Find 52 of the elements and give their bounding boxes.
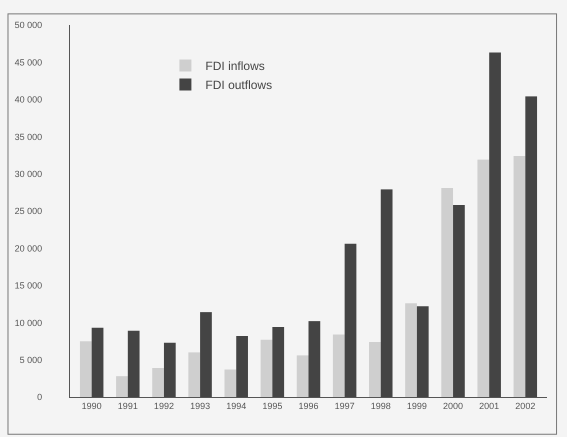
y-tick-label: 0 bbox=[37, 392, 42, 402]
bar bbox=[164, 342, 176, 397]
bar bbox=[416, 306, 429, 397]
x-tick-label: 1995 bbox=[262, 400, 282, 411]
legend-label: FDI inflows bbox=[205, 59, 265, 74]
x-tick-label: 2002 bbox=[515, 400, 536, 411]
y-tick-label: 5 000 bbox=[20, 354, 42, 365]
legend-label: FDI outflows bbox=[205, 78, 272, 92]
x-tick-label: 1993 bbox=[190, 400, 210, 411]
x-tick-label: 1997 bbox=[334, 400, 355, 411]
x-tick-label: 2001 bbox=[479, 400, 500, 411]
y-tick-label: 10 000 bbox=[14, 318, 42, 328]
bar bbox=[260, 340, 272, 397]
bar bbox=[489, 52, 501, 397]
x-tick-label: 1999 bbox=[406, 400, 427, 411]
bar bbox=[453, 205, 465, 397]
bar bbox=[200, 312, 212, 397]
bar bbox=[380, 189, 393, 397]
bar bbox=[308, 321, 320, 397]
x-tick-label: 1996 bbox=[298, 400, 319, 411]
bar bbox=[332, 334, 345, 397]
bar bbox=[236, 336, 248, 397]
y-tick-label: 30 000 bbox=[14, 168, 42, 179]
x-tick-label: 1991 bbox=[118, 400, 138, 411]
bar bbox=[272, 327, 284, 397]
bar bbox=[224, 369, 236, 397]
x-tick-label: 1990 bbox=[82, 400, 102, 411]
x-tick-label: 2000 bbox=[443, 400, 464, 411]
x-tick-label: 1998 bbox=[370, 400, 391, 411]
bar bbox=[405, 303, 417, 397]
bar bbox=[116, 376, 128, 397]
y-tick-label: 15 000 bbox=[14, 280, 42, 291]
bar bbox=[477, 160, 490, 397]
bar bbox=[441, 188, 454, 397]
bar bbox=[344, 244, 356, 397]
bar bbox=[369, 342, 381, 397]
bar bbox=[525, 96, 538, 397]
y-tick-label: 40 000 bbox=[14, 94, 42, 105]
y-tick-label: 45 000 bbox=[14, 57, 42, 68]
y-tick-label: 50 000 bbox=[14, 20, 42, 30]
bar bbox=[80, 341, 92, 397]
y-tick-label: 25 000 bbox=[14, 206, 42, 216]
x-tick-label: 1992 bbox=[154, 400, 174, 411]
bar bbox=[188, 352, 200, 397]
x-tick-label: 1994 bbox=[226, 400, 246, 411]
bar bbox=[92, 328, 104, 397]
bar bbox=[296, 355, 308, 397]
bar bbox=[152, 368, 164, 397]
y-tick-label: 35 000 bbox=[14, 132, 42, 142]
bar bbox=[128, 330, 140, 397]
y-tick-label: 20 000 bbox=[14, 243, 42, 254]
bar bbox=[514, 156, 526, 397]
